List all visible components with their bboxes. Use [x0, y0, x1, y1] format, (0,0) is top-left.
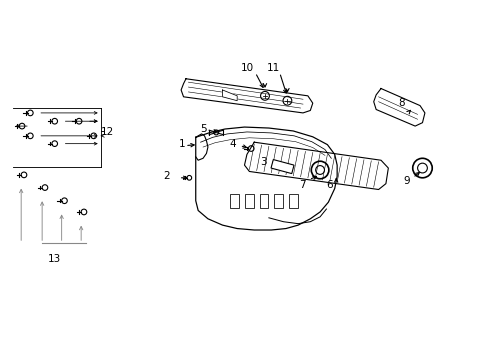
Text: 2: 2: [163, 171, 169, 181]
Polygon shape: [244, 142, 387, 189]
Text: 10: 10: [240, 63, 253, 72]
Bar: [244, 194, 253, 208]
Text: 4: 4: [228, 139, 235, 149]
Text: 3: 3: [259, 157, 266, 167]
Text: 9: 9: [402, 176, 409, 186]
Bar: [230, 194, 239, 208]
Text: 7: 7: [298, 180, 305, 190]
Polygon shape: [181, 79, 312, 113]
Bar: [270, 159, 293, 174]
Text: 6: 6: [326, 180, 332, 190]
Bar: [259, 194, 268, 208]
Text: 5: 5: [199, 124, 206, 134]
Text: 8: 8: [397, 98, 404, 108]
Text: 11: 11: [266, 63, 280, 72]
Polygon shape: [195, 127, 336, 230]
Polygon shape: [222, 90, 237, 101]
Text: 12: 12: [100, 127, 113, 138]
Bar: [274, 194, 283, 208]
Text: 1: 1: [179, 139, 185, 149]
Polygon shape: [373, 89, 424, 126]
Text: 13: 13: [48, 254, 61, 264]
Bar: [288, 194, 297, 208]
